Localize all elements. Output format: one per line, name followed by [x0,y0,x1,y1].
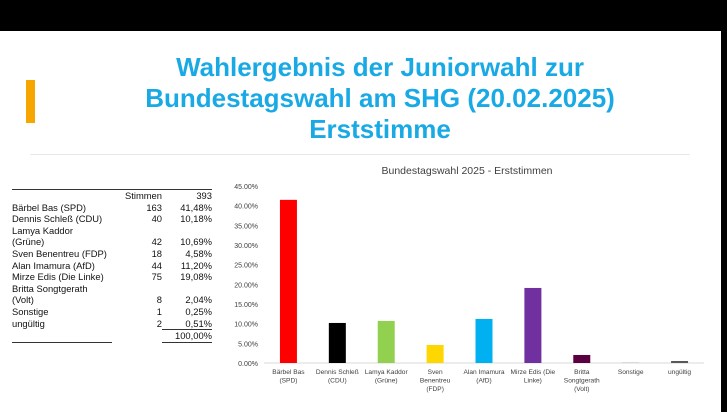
chart-title: Bundestagswahl 2025 - Erststimmen [382,165,553,177]
x-tick-label: Sonstige [618,369,644,376]
candidate-name: (Volt) [12,294,34,306]
x-tick-label: Sven [428,369,443,376]
bar [475,318,493,363]
bar [328,322,346,363]
title-line-2: Bundestagswahl am SHG (20.02.2025) [145,83,615,113]
vote-percent: 0,25% [185,305,212,317]
candidate-name: Sven Benentreu (FDP) [12,247,107,259]
x-tick-label: Benentreu [420,378,451,385]
vote-percent [162,283,212,295]
bar [622,362,640,363]
vote-percent: 10,18% [180,213,212,225]
vote-percent: 0,51% [185,317,212,329]
bar [377,320,395,363]
y-tick-label: 15.00% [234,302,258,309]
candidate-name: Mirze Edis (Die Linke) [12,271,104,283]
vote-percent: 4,58% [185,247,212,259]
accent-bar [26,80,35,123]
vote-percent [162,225,212,237]
bar [573,354,591,363]
vote-count: 8 [156,294,162,306]
header-value: 393 [162,188,212,202]
vote-count: 2 [156,318,162,330]
right-black-strip [721,31,727,412]
vote-count: 1 [156,305,162,317]
y-tick-label: 5.00% [238,341,258,348]
x-tick-label: (Volt) [574,386,589,393]
x-tick-label: Alan Imamura [463,369,504,376]
vote-percent: 10,69% [180,236,212,248]
title-divider [30,154,690,155]
vote-percent: 19,08% [180,271,212,283]
x-tick-label: (AfD) [476,378,491,385]
total-percent: 100,00% [162,329,212,343]
candidate-name: Bärbel Bas (SPD) [12,201,86,213]
table-total-row: 100,00% [12,329,212,343]
table-row: Alan Imamura (AfD) 44 11,20% [12,260,212,272]
y-tick-label: 25.00% [234,263,258,270]
table-row: ungültig 2 0,51% [12,318,212,330]
title-line-1: Wahlergebnis der Juniorwahl zur [176,52,584,82]
candidate-name: Alan Imamura (AfD) [12,259,95,271]
table-row: Sonstige 1 0,25% [12,306,212,318]
table-header-row: Stimmen 393 [12,188,212,202]
y-tick-label: 35.00% [234,223,258,230]
candidate-name: Sonstige [12,305,49,317]
y-tick-label: 10.00% [234,322,258,329]
x-tick-label: Songtgerath [564,378,600,385]
x-tick-label: Mirze Edis (Die [511,369,556,376]
x-tick-label: (SPD) [279,378,297,385]
vote-count: 18 [151,247,162,259]
title-line-3: Erststimme [309,114,451,144]
vote-count: 44 [151,259,162,271]
bar [279,199,297,363]
slide-title: Wahlergebnis der Juniorwahl zur Bundesta… [60,52,700,145]
y-tick-label: 0.00% [238,361,258,368]
bar [426,344,444,363]
bar [671,360,689,363]
header-label: Stimmen [112,188,162,202]
vote-percent: 2,04% [185,294,212,306]
x-tick-label: (FDP) [426,386,444,393]
bar-chart: Bundestagswahl 2025 - Erststimmen 0.00% 5.… [234,165,704,393]
x-tick-label: Britta [574,369,590,376]
y-tick-label: 40.00% [234,204,258,211]
x-tick-label: (CDU) [328,378,347,385]
candidate-name: ungültig [12,318,45,330]
table-row: Britta Songtgerath [12,283,212,295]
vote-count [112,225,162,237]
candidate-name: (Grüne) [12,236,45,248]
vote-count: 163 [146,201,162,213]
vote-count [112,283,162,295]
table-row: Mirze Edis (Die Linke) 75 19,08% [12,271,212,283]
table-row: Bärbel Bas (SPD) 163 41,48% [12,202,212,214]
x-tick-label: Bärbel Bas [272,369,305,376]
vote-count: 40 [151,213,162,225]
candidate-name: Dennis Schleß (CDU) [12,213,103,225]
x-tick-label: Linke) [524,378,542,385]
table-row: (Grüne) 42 10,69% [12,236,212,248]
x-tick-label: ungültig [668,369,691,376]
candidate-name: Lamya Kaddor [12,224,73,236]
y-tick-label: 45.00% [234,184,258,191]
vote-count: 42 [151,236,162,248]
vote-count: 75 [151,271,162,283]
y-tick-label: 30.00% [234,243,258,250]
vote-percent: 41,48% [180,201,212,213]
x-tick-label: Dennis Schleß [316,369,359,376]
results-table: Stimmen 393 Bärbel Bas (SPD) 163 41,48% Den… [12,188,212,343]
bar [524,287,542,363]
table-row: Lamya Kaddor [12,225,212,237]
y-tick-label: 20.00% [234,282,258,289]
x-tick-label: Lamya Kaddor [365,369,409,376]
table-row: Sven Benentreu (FDP) 18 4,58% [12,248,212,260]
vote-percent: 11,20% [180,259,212,271]
table-row: (Volt) 8 2,04% [12,294,212,306]
x-tick-label: (Grüne) [375,378,398,385]
table-row: Dennis Schleß (CDU) 40 10,18% [12,213,212,225]
top-black-bar [0,0,727,31]
candidate-name: Britta Songtgerath [12,282,88,294]
